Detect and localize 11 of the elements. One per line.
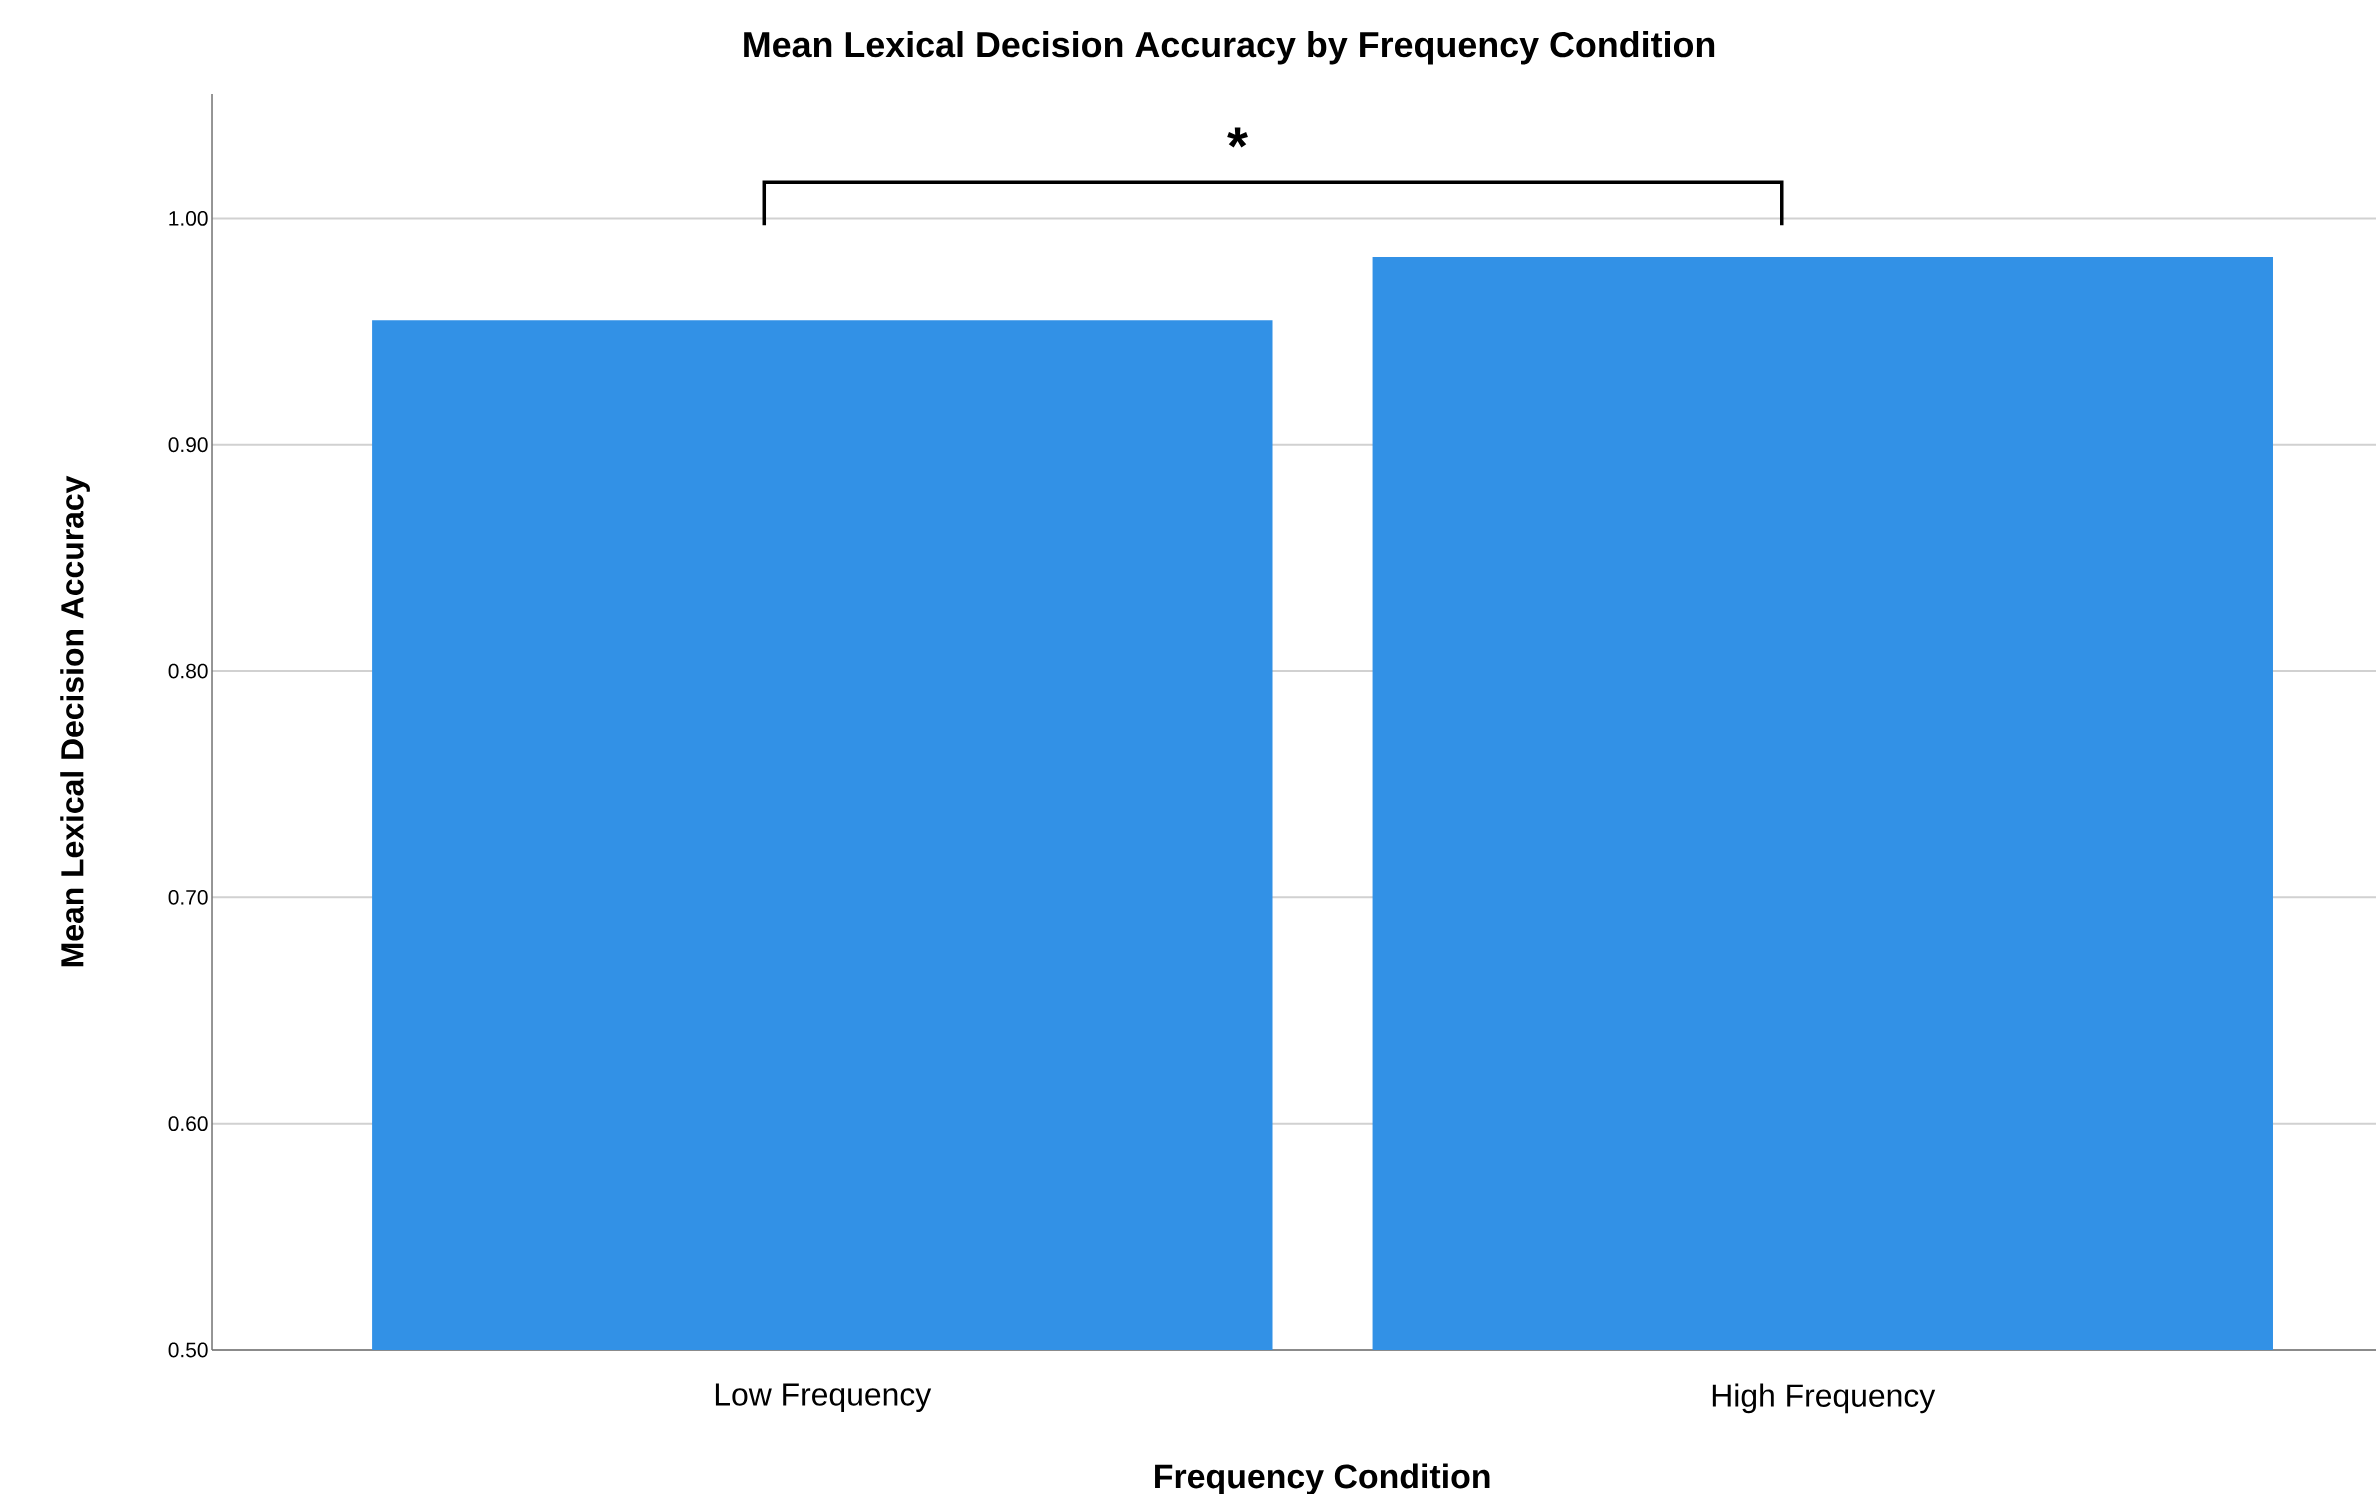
y-tick-label: 0.80 [168,663,208,679]
y-tick-label: 0.60 [168,1116,208,1132]
y-tick-label: 0.70 [168,889,208,905]
y-tick-label: 1.00 [169,211,208,226]
x-tick-label: High Frequency [1712,1383,1936,1414]
y-axis-title: Mean Lexical Decision Accuracy [60,475,90,967]
y-tick-label: 0.50 [168,1342,208,1358]
chart-title: Mean Lexical Decision Accuracy by Frequency Condition [744,31,1715,65]
annotation: * [1227,127,1248,148]
y-tick-label: 0.90 [168,437,208,453]
x-tick-label: Low Frequency [715,1383,932,1413]
